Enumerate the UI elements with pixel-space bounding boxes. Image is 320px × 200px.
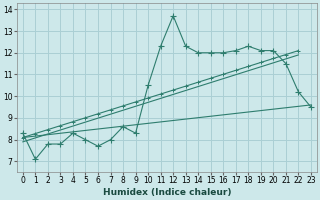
X-axis label: Humidex (Indice chaleur): Humidex (Indice chaleur)	[103, 188, 231, 197]
